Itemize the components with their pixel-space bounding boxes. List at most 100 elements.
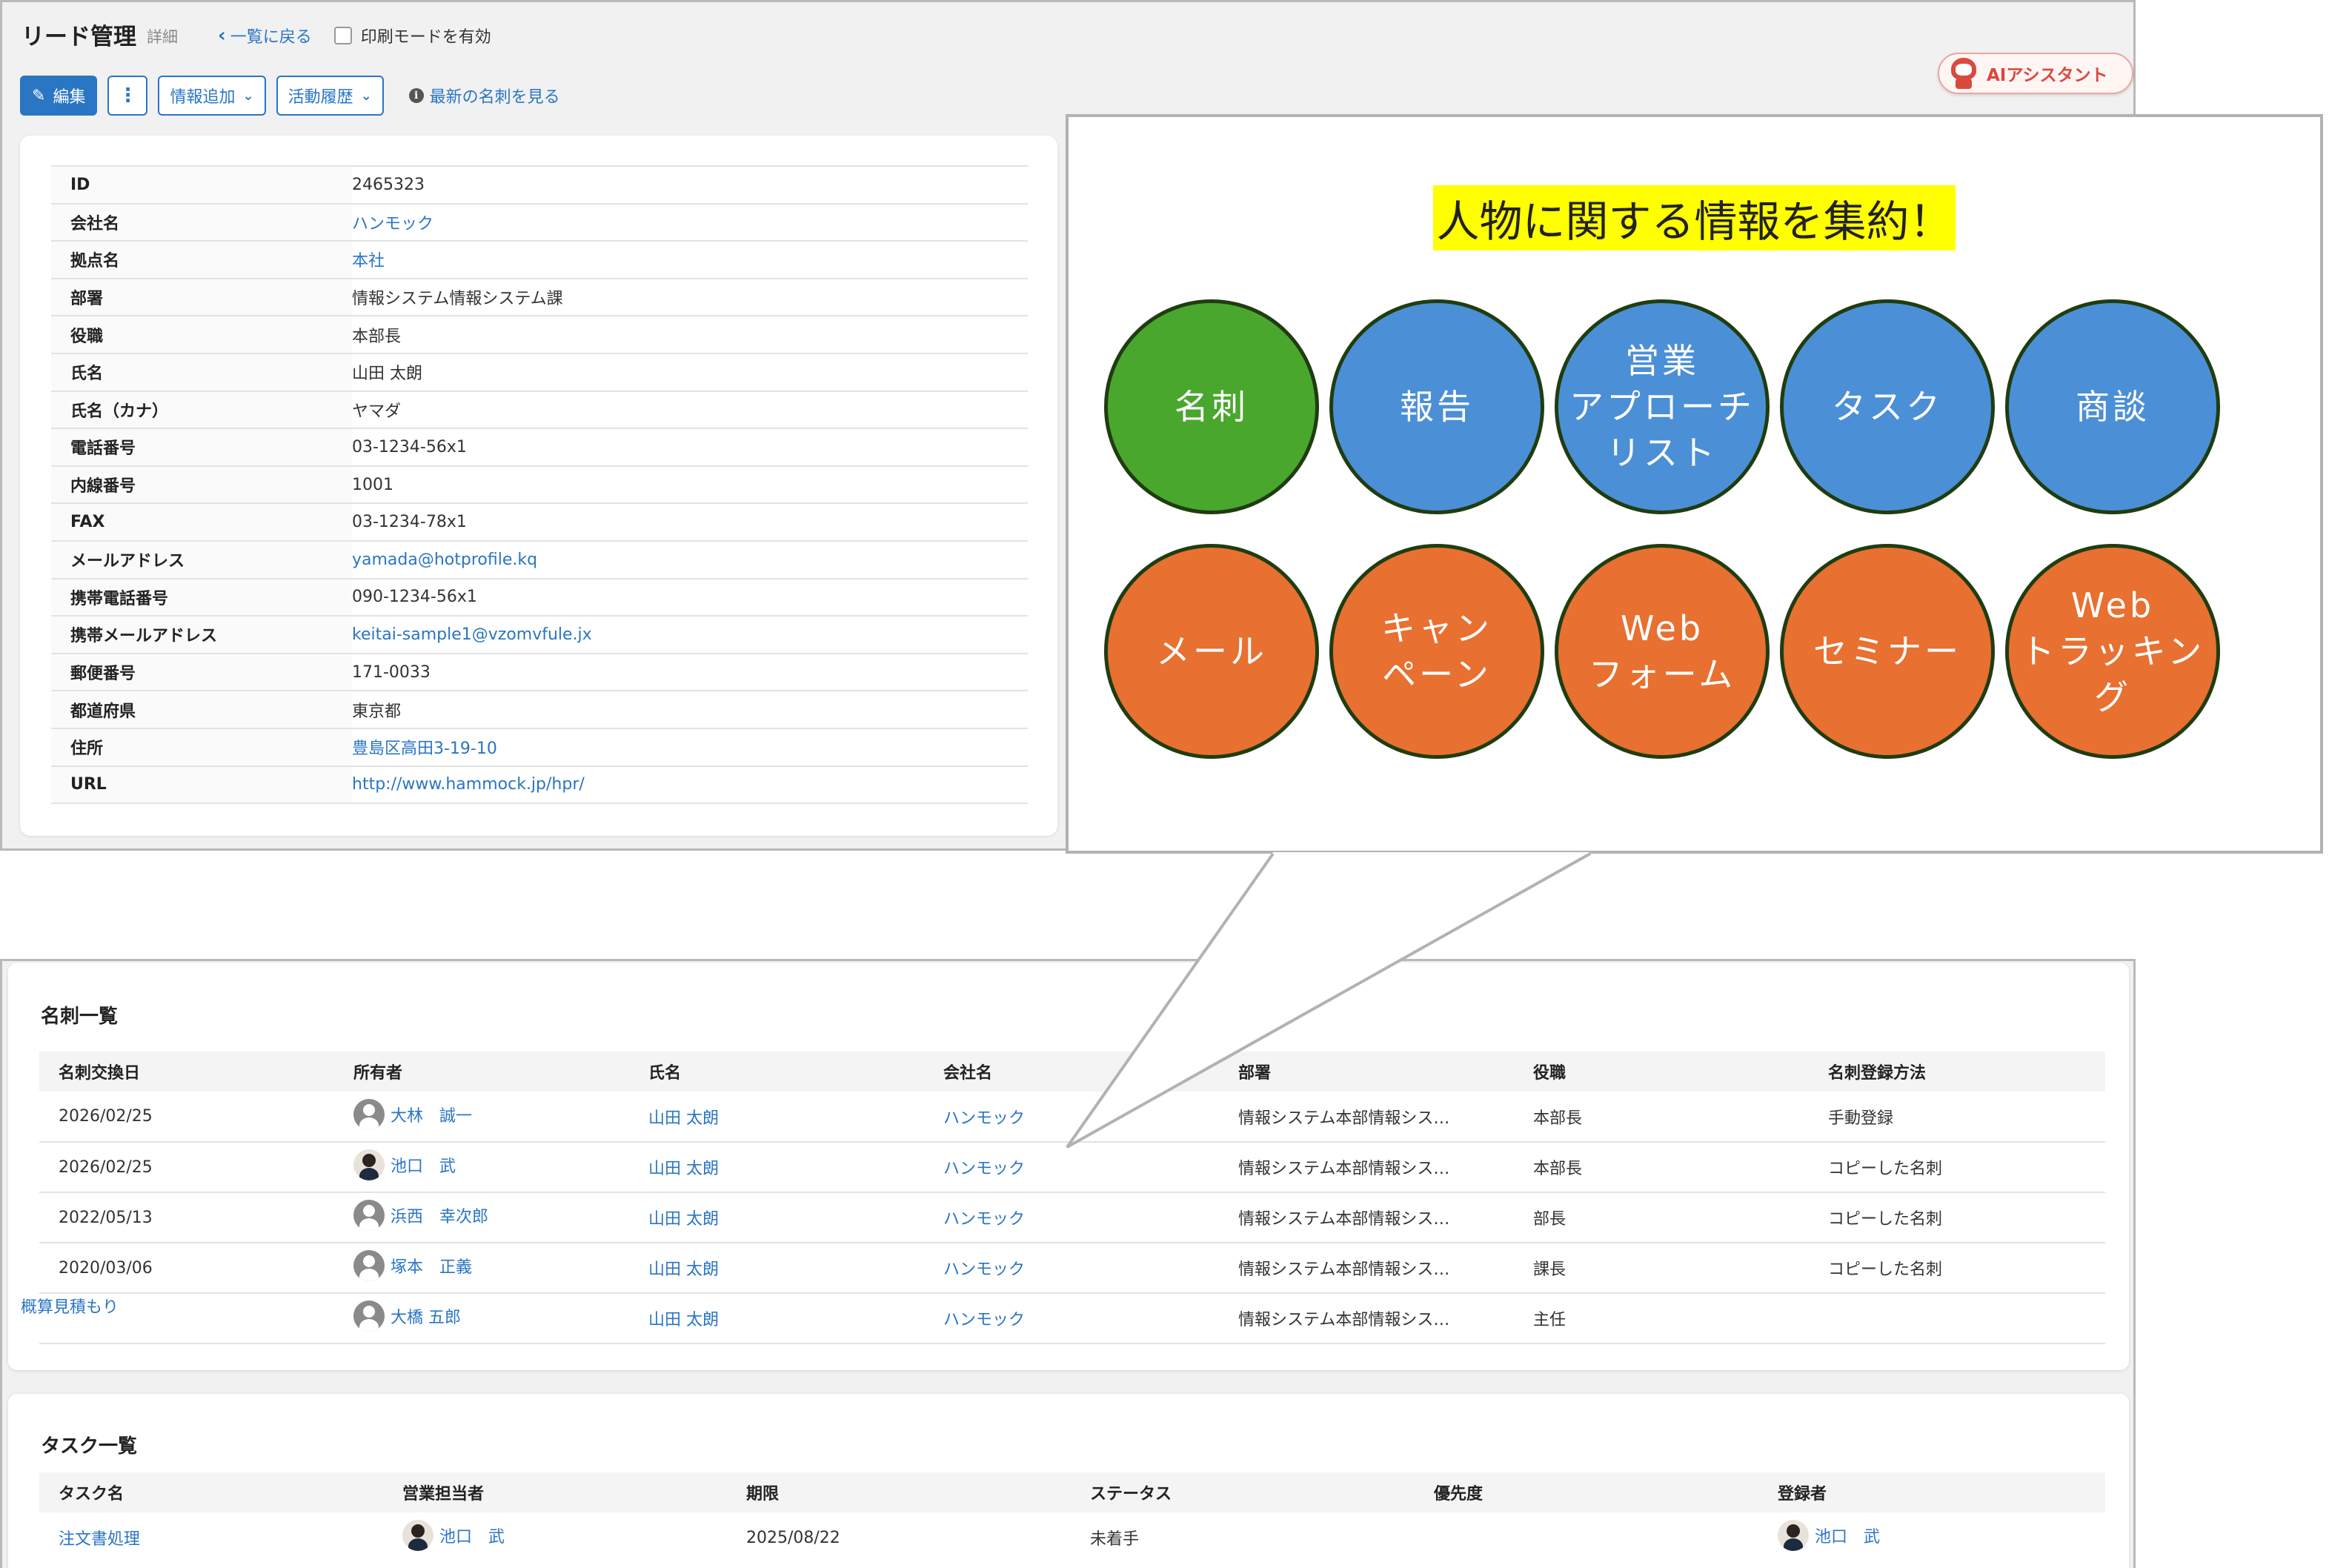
column-header[interactable]: 登録者	[1778, 1485, 1827, 1504]
person-name-link[interactable]: 山田 太朗	[629, 1192, 924, 1243]
column-header[interactable]: 期限	[746, 1485, 780, 1504]
table-row[interactable]: 2026/02/25 池口 武 山田 太朗 ハンモック 情報システム本部情報シス… 本部長…	[39, 1142, 2105, 1193]
user-avatar-icon	[353, 1300, 385, 1332]
user-name-link[interactable]: 池口 武	[391, 1157, 456, 1176]
person-name-link[interactable]: 山田 太朗	[629, 1293, 924, 1344]
print-mode-checkbox[interactable]	[333, 27, 352, 44]
registrant-cell[interactable]: 池口 武	[1758, 1512, 2105, 1563]
column-header[interactable]: ステータス	[1090, 1485, 1172, 1504]
exchange-date: 2022/05/13	[39, 1192, 334, 1243]
column-header[interactable]: 営業担当者	[402, 1485, 485, 1504]
column-header[interactable]: 所有者	[353, 1064, 403, 1083]
detail-value-link[interactable]: http://www.hammock.jp/hpr/	[352, 775, 585, 794]
user-name-link[interactable]: 大林 誠一	[391, 1106, 473, 1126]
company-name-link[interactable]: ハンモック	[924, 1192, 1219, 1243]
exchange-date: 2026/02/25	[39, 1092, 334, 1143]
detail-value-link[interactable]: ハンモック	[352, 214, 434, 233]
info-category-circle: 報告	[1329, 299, 1544, 514]
column-header[interactable]: タスク名	[59, 1485, 124, 1504]
user-photo-avatar	[402, 1520, 433, 1551]
table-row[interactable]: 2020/03/06 塚本 正義 山田 太朗 ハンモック 情報システム本部情報シス… 課長…	[39, 1243, 2105, 1294]
more-actions-button[interactable]: ⋮	[107, 76, 148, 116]
task-priority	[1415, 1512, 1758, 1563]
detail-label: 電話番号	[51, 428, 352, 466]
owner-cell[interactable]: 大林 誠一	[334, 1092, 629, 1143]
column-header[interactable]: 優先度	[1434, 1485, 1484, 1504]
position: 課長	[1514, 1243, 1809, 1294]
person-name-link[interactable]: 山田 太朗	[629, 1243, 924, 1294]
column-header[interactable]: 役職	[1533, 1064, 1566, 1083]
edit-button[interactable]: ✎ 編集	[20, 76, 98, 116]
position: 本部長	[1514, 1092, 1809, 1143]
business-card-table: 名刺交換日 所有者 氏名 会社名 部署 役職 名刺登録方法 2026/02/25 大林 誠一山…	[39, 1052, 2105, 1344]
info-category-circle: メール	[1104, 544, 1319, 759]
detail-value-link[interactable]: keitai-sample1@vzomvfule.jx	[352, 625, 592, 644]
detail-label: メールアドレス	[51, 540, 352, 579]
owner-cell[interactable]: 大橋 五郎	[334, 1293, 629, 1344]
task-table: タスク名 営業担当者 期限 ステータス 優先度 登録者 注文書処理 池口 武 2025/08/…	[39, 1472, 2105, 1563]
table-row[interactable]: 注文書処理 池口 武 2025/08/22 未着手 池口 武	[39, 1512, 2105, 1563]
estimate-link[interactable]: 概算見積もり	[21, 1294, 119, 1318]
mascot-icon	[1948, 56, 1979, 90]
detail-label: 住所	[51, 728, 352, 766]
add-info-dropdown[interactable]: 情報追加 ⌄	[158, 76, 266, 116]
assignee-cell[interactable]: 池口 武	[383, 1512, 727, 1563]
user-name-link[interactable]: 塚本 正義	[391, 1258, 473, 1277]
user-name-link[interactable]: 大橋 五郎	[391, 1309, 461, 1327]
owner-cell[interactable]: 塚本 正義	[334, 1243, 629, 1294]
info-category-circle: 営業 アプローチ リスト	[1555, 299, 1770, 514]
company-name-link[interactable]: ハンモック	[924, 1243, 1219, 1294]
company-name-link[interactable]: ハンモック	[924, 1293, 1219, 1344]
back-to-list-link[interactable]: ‹ 一覧に戻る	[218, 24, 312, 47]
detail-value: 171-0033	[352, 662, 431, 682]
position: 部長	[1514, 1192, 1809, 1243]
info-category-circle: Web トラッキング	[2005, 544, 2220, 759]
user-name-link[interactable]: 浜西 幸次郎	[391, 1208, 489, 1226]
user-name-link[interactable]: 池口 武	[439, 1528, 505, 1547]
column-header[interactable]: 氏名	[648, 1064, 682, 1083]
detail-label: ID	[51, 166, 352, 204]
person-name-link[interactable]: 山田 太朗	[629, 1092, 924, 1143]
company-name-link[interactable]: ハンモック	[924, 1142, 1219, 1193]
position: 本部長	[1514, 1142, 1809, 1193]
detail-value-link[interactable]: 本社	[352, 252, 385, 271]
callout-title: 人物に関する情報を集約！	[1433, 185, 1956, 250]
print-mode-toggle[interactable]: 印刷モードを有効	[333, 24, 491, 47]
table-row[interactable]: 2026/02/25 大林 誠一 山田 太朗 ハンモック 情報システム本部情報シス… 本部…	[39, 1092, 2105, 1143]
detail-value-link[interactable]: yamada@hotprofile.kq	[352, 550, 538, 569]
column-header[interactable]: 会社名	[943, 1064, 993, 1083]
company-name-link[interactable]: ハンモック	[924, 1092, 1219, 1143]
table-row[interactable]: 2022/05/13 浜西 幸次郎 山田 太朗 ハンモック 情報システム本部情報シス… 部…	[39, 1192, 2105, 1243]
column-header[interactable]: 部署	[1238, 1064, 1272, 1083]
user-avatar-icon	[353, 1200, 385, 1231]
detail-value: ヤマダ	[352, 402, 402, 421]
task-name-link[interactable]: 注文書処理	[59, 1530, 141, 1549]
column-header[interactable]: 名刺交換日	[59, 1064, 141, 1083]
registration-method: 手動登録	[1809, 1092, 2105, 1143]
detail-value: 1001	[352, 475, 393, 494]
user-photo-avatar	[1778, 1520, 1809, 1551]
user-avatar-icon	[353, 1250, 385, 1281]
owner-cell[interactable]: 池口 武	[334, 1142, 629, 1193]
detail-label: 役職	[51, 316, 352, 353]
detail-row: 氏名（カナ） ヤマダ	[51, 391, 1028, 429]
page-title: リード管理	[21, 23, 136, 50]
more-vertical-icon: ⋮	[118, 84, 138, 107]
due-date: 2025/08/22	[746, 1528, 840, 1547]
position: 主任	[1514, 1293, 1809, 1344]
person-name-link[interactable]: 山田 太朗	[629, 1142, 924, 1193]
task-status: 未着手	[1090, 1530, 1140, 1549]
business-card-list-card: 名刺一覧 名刺交換日 所有者 氏名 会社名 部署 役職 名刺登録方法 2026/02/25 大…	[8, 963, 2129, 1370]
detail-value: 03-1234-56x1	[352, 437, 467, 456]
owner-cell[interactable]: 浜西 幸次郎	[334, 1192, 629, 1243]
latest-card-link[interactable]: i 最新の名刺を見る	[408, 84, 560, 107]
user-name-link[interactable]: 池口 武	[1815, 1528, 1881, 1547]
column-header[interactable]: 名刺登録方法	[1828, 1064, 1927, 1083]
detail-table: ID 2465323 会社名 ハンモック 拠点名 本社 部署 情報システム情報システム課 役職本…	[51, 165, 1028, 804]
detail-row: 都道府県 東京都	[51, 691, 1028, 728]
table-row[interactable]: 大橋 五郎 山田 太朗 ハンモック 情報システム本部情報シス… 主任	[39, 1293, 2105, 1344]
detail-label: 郵便番号	[51, 653, 352, 691]
activity-history-dropdown[interactable]: 活動履歴 ⌄	[276, 76, 384, 116]
detail-value-link[interactable]: 豊島区高田3-19-10	[352, 740, 497, 759]
ai-assistant-button[interactable]: AIアシスタント	[1938, 53, 2133, 94]
